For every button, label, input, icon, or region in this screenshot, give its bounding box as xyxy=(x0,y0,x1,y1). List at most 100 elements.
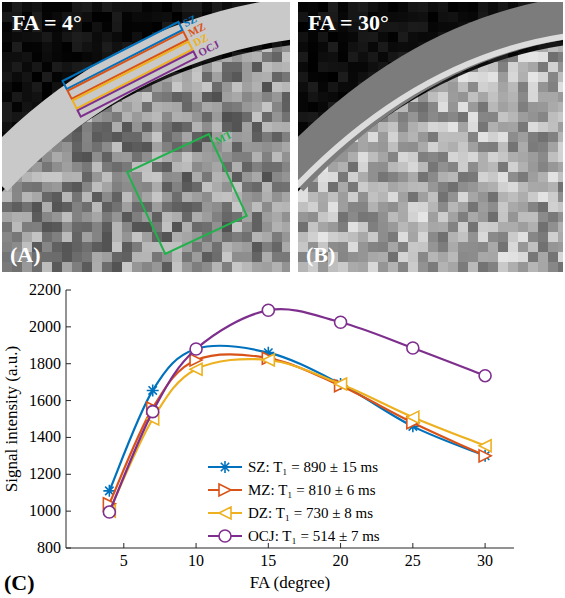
bone-pixel xyxy=(112,102,122,112)
noise-pixel xyxy=(252,102,262,112)
noise-pixel xyxy=(328,222,338,232)
noise-pixel xyxy=(308,52,318,62)
bone-pixel xyxy=(112,142,122,152)
bone-pixel xyxy=(22,202,32,212)
bone-pixel xyxy=(242,262,252,272)
noise-pixel xyxy=(272,212,282,222)
noise-pixel xyxy=(438,232,448,242)
noise-pixel xyxy=(328,82,338,92)
noise-pixel xyxy=(112,122,122,132)
noise-pixel xyxy=(232,162,242,172)
noise-pixel xyxy=(72,162,82,172)
bone-pixel xyxy=(252,162,262,172)
noise-pixel xyxy=(408,182,418,192)
noise-pixel xyxy=(222,242,232,252)
noise-pixel xyxy=(368,232,378,242)
bone-pixel xyxy=(152,142,162,152)
bone-pixel xyxy=(252,262,262,272)
noise-pixel xyxy=(12,202,22,212)
noise-pixel xyxy=(358,42,368,52)
noise-pixel xyxy=(388,22,398,32)
bone-pixel xyxy=(152,252,162,262)
noise-pixel xyxy=(348,172,358,182)
bone-pixel xyxy=(32,42,42,52)
noise-pixel xyxy=(52,172,62,182)
noise-pixel xyxy=(428,232,438,242)
noise-pixel xyxy=(232,232,242,242)
noise-pixel xyxy=(122,132,132,142)
noise-pixel xyxy=(172,12,182,22)
noise-pixel xyxy=(438,152,448,162)
noise-pixel xyxy=(52,192,62,202)
bone-pixel xyxy=(82,172,92,182)
bone-pixel xyxy=(262,212,272,222)
noise-pixel xyxy=(252,262,262,272)
bone-pixel xyxy=(252,52,262,62)
bone-pixel xyxy=(232,132,242,142)
noise-pixel xyxy=(132,102,142,112)
bone-pixel xyxy=(82,222,92,232)
bone-pixel xyxy=(282,212,290,222)
noise-pixel xyxy=(212,262,222,272)
bone-pixel xyxy=(142,182,152,192)
noise-pixel xyxy=(398,212,408,222)
bone-pixel xyxy=(252,232,262,242)
noise-pixel xyxy=(122,242,132,252)
noise-pixel xyxy=(398,182,408,192)
noise-pixel xyxy=(358,212,368,222)
noise-pixel xyxy=(172,262,182,272)
noise-pixel xyxy=(22,42,32,52)
bone-pixel xyxy=(242,252,252,262)
noise-pixel xyxy=(252,252,262,262)
noise-pixel xyxy=(388,142,398,152)
bone-pixel xyxy=(192,82,202,92)
noise-pixel xyxy=(358,202,368,212)
bone-pixel xyxy=(62,162,72,172)
noise-pixel xyxy=(272,62,282,72)
noise-pixel xyxy=(102,42,112,52)
noise-pixel xyxy=(308,92,318,102)
bone-pixel xyxy=(32,52,42,62)
noise-pixel xyxy=(162,172,172,182)
noise-pixel xyxy=(152,2,162,12)
noise-pixel xyxy=(42,42,52,52)
noise-pixel xyxy=(12,72,22,82)
bone-pixel xyxy=(192,152,202,162)
noise-pixel xyxy=(112,202,122,212)
noise-pixel xyxy=(262,192,272,202)
bone-pixel xyxy=(202,192,212,202)
bone-pixel xyxy=(252,102,262,112)
noise-pixel xyxy=(72,132,82,142)
bone-pixel xyxy=(72,172,82,182)
noise-pixel xyxy=(262,122,272,132)
bone-pixel xyxy=(172,2,182,12)
noise-pixel xyxy=(338,232,348,242)
bone-pixel xyxy=(172,202,182,212)
noise-pixel xyxy=(132,252,142,262)
noise-pixel xyxy=(172,232,182,242)
noise-pixel xyxy=(242,242,252,252)
noise-pixel xyxy=(338,82,348,92)
bone-pixel xyxy=(212,212,222,222)
noise-pixel xyxy=(102,182,112,192)
bone-pixel xyxy=(142,132,152,142)
bone-pixel xyxy=(82,52,92,62)
noise-pixel xyxy=(272,132,282,142)
bone-pixel xyxy=(12,202,22,212)
noise-pixel xyxy=(282,152,290,162)
noise-pixel xyxy=(42,222,52,232)
bone-pixel xyxy=(32,202,42,212)
bone-pixel xyxy=(222,202,232,212)
bone-pixel xyxy=(32,232,42,242)
noise-pixel xyxy=(62,202,72,212)
bone-pixel xyxy=(272,112,282,122)
noise-pixel xyxy=(2,232,12,242)
bone-pixel xyxy=(232,52,242,62)
noise-pixel xyxy=(62,222,72,232)
noise-pixel xyxy=(192,182,202,192)
bone-pixel xyxy=(182,2,192,12)
noise-pixel xyxy=(172,72,182,82)
noise-pixel xyxy=(222,62,232,72)
noise-pixel xyxy=(378,162,388,172)
bone-pixel xyxy=(42,182,52,192)
